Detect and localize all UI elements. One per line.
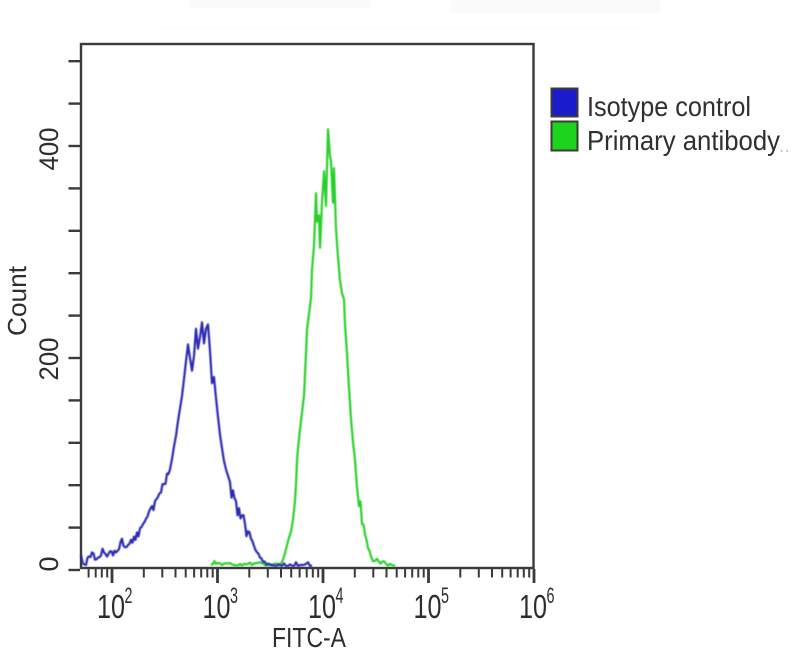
svg-text:0: 0 (34, 556, 64, 571)
svg-text:5: 5 (441, 583, 449, 608)
svg-text:10: 10 (97, 588, 125, 625)
svg-text:200: 200 (34, 338, 64, 381)
svg-text:10: 10 (519, 588, 547, 625)
svg-text:10: 10 (308, 588, 336, 625)
svg-text:10: 10 (203, 588, 231, 625)
svg-text:2: 2 (125, 583, 133, 608)
svg-text:6: 6 (547, 583, 555, 608)
svg-text:400: 400 (34, 128, 64, 171)
svg-text:Count: Count (2, 265, 32, 336)
svg-text:4: 4 (336, 583, 344, 608)
svg-text:FITC-A: FITC-A (272, 622, 347, 653)
svg-text:Isotype control: Isotype control (587, 91, 751, 122)
svg-text:10: 10 (414, 588, 442, 625)
svg-text:Primary antibody: Primary antibody (587, 125, 780, 156)
svg-text:3: 3 (230, 583, 238, 608)
svg-text:..: .. (779, 135, 790, 157)
